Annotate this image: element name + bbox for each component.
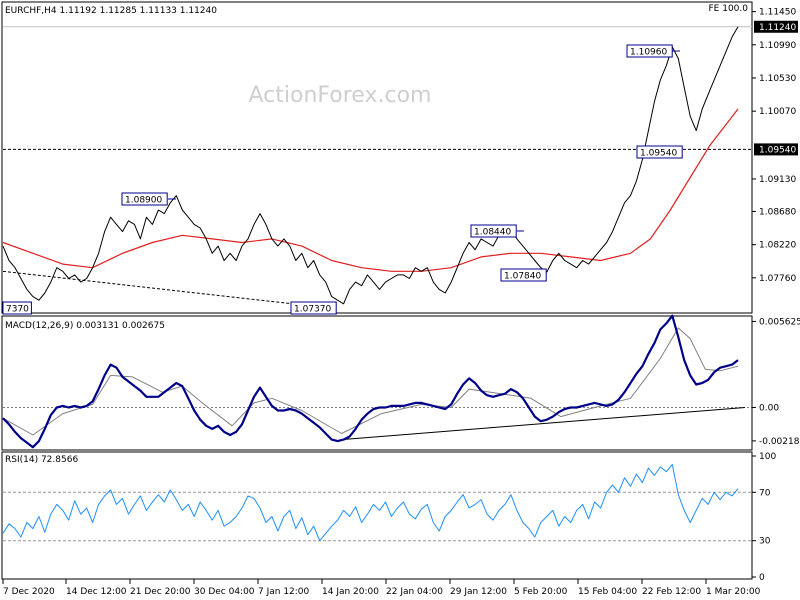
x-tick-label: 1 Mar 20:00 xyxy=(706,587,761,597)
y-tick-label: 1.08220 xyxy=(759,241,796,251)
x-axis: 7 Dec 2020 14 Dec 12:00 21 Dec 20:00 30 Dec… xyxy=(2,579,761,597)
x-tick-label: 14 Dec 12:00 xyxy=(66,587,127,597)
y-tick-label: 0 xyxy=(759,573,765,583)
y-tick-label: 1.09130 xyxy=(759,175,796,185)
x-tick-label: 7 Jan 12:00 xyxy=(258,587,310,597)
macd-signal-line xyxy=(2,327,739,436)
y-tick-label: 70 xyxy=(759,488,771,498)
price-label: 1.07840 xyxy=(504,272,541,282)
x-tick-label: 29 Jan 12:00 xyxy=(450,587,507,597)
price-label-box xyxy=(2,301,32,315)
y-tick-label: 0.005625 xyxy=(759,317,800,327)
current-price-tag: 1.11240 xyxy=(759,23,796,33)
x-tick-label: 22 Jan 04:00 xyxy=(386,587,443,597)
price-label: 1.07370 xyxy=(294,305,331,315)
y-tick-label: 1.07760 xyxy=(759,274,796,284)
y-tick-label: 1.10070 xyxy=(759,107,796,117)
macd-title: MACD(12,26,9) 0.003131 0.002675 xyxy=(5,321,165,331)
current-price-tag-box xyxy=(754,20,798,33)
rsi-title: RSI(14) 72.8566 xyxy=(5,455,78,465)
price-label-box xyxy=(470,224,517,238)
watermark: ActionForex.com xyxy=(249,83,432,108)
level-price-tag: 1.09540 xyxy=(759,145,796,155)
price-label: 1.09540 xyxy=(640,149,677,159)
price-label: 1.10960 xyxy=(630,48,667,58)
x-tick-label: 30 Dec 04:00 xyxy=(194,587,255,597)
price-title: EURCHF,H4 1.11192 1.11285 1.11133 1.1124… xyxy=(5,6,217,16)
price-line xyxy=(2,26,739,305)
x-tick-label: 21 Dec 20:00 xyxy=(130,587,191,597)
y-tick-label: -0.002185 xyxy=(759,437,800,447)
x-tick-label: 5 Feb 20:00 xyxy=(514,587,568,597)
macd-trendline xyxy=(341,406,746,441)
y-tick-label: 1.10530 xyxy=(759,74,796,84)
price-label-box xyxy=(636,145,683,159)
price-label-box xyxy=(121,192,168,206)
macd-line xyxy=(2,314,739,449)
x-tick-label: 15 Feb 04:00 xyxy=(578,587,637,597)
rsi-panel: RSI(14) 72.8566 100 70 30 0 xyxy=(1,451,776,583)
x-tick-label: 22 Feb 12:00 xyxy=(642,587,701,597)
x-tick-label: 7 Dec 2020 xyxy=(3,587,55,597)
y-tick-label: 1.08680 xyxy=(759,207,796,217)
macd-panel: MACD(12,26,9) 0.003131 0.002675 0.005625… xyxy=(1,314,800,451)
level-price-tag-box xyxy=(754,143,798,156)
price-label: 1.08440 xyxy=(474,228,511,238)
price-label: 7370 xyxy=(6,305,29,315)
y-tick-label: 1.11450 xyxy=(759,8,796,18)
rsi-line xyxy=(2,464,739,542)
y-tick-label: 0.00 xyxy=(759,403,779,413)
support-trendline xyxy=(2,270,312,307)
moving-average-line xyxy=(2,108,739,272)
price-panel: ActionForex.com EURCHF,H4 1.11192 1.1128… xyxy=(1,1,798,315)
price-label-box xyxy=(290,301,337,315)
y-tick-label: 30 xyxy=(759,537,771,547)
y-tick-label: 1.10990 xyxy=(759,41,796,51)
y-tick-label: 100 xyxy=(759,452,776,462)
fe-label: FE 100.0 xyxy=(709,4,749,14)
price-label: 1.08900 xyxy=(125,196,162,206)
price-label-box xyxy=(500,268,547,282)
x-tick-label: 14 Jan 20:00 xyxy=(322,587,379,597)
